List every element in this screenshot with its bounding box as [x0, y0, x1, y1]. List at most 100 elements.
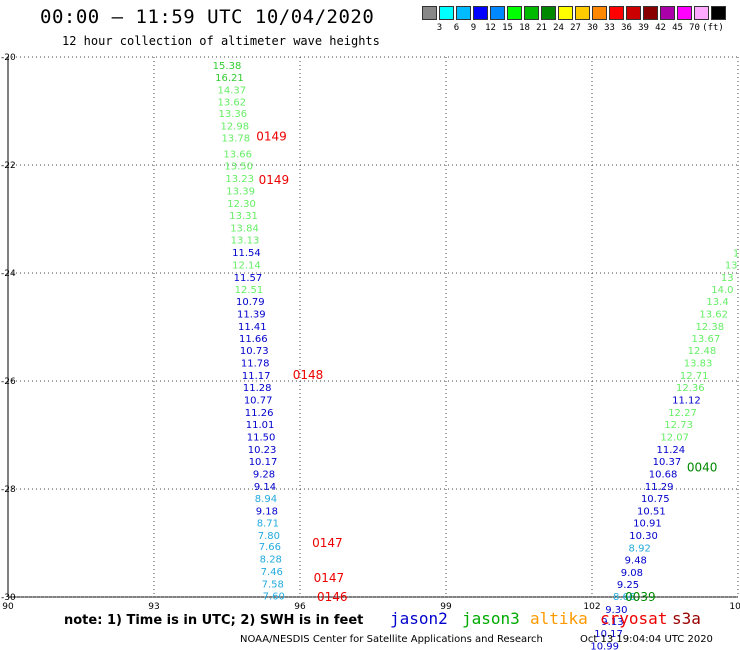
- scale-label: 18: [519, 23, 530, 33]
- wave-height-label: 9.14: [254, 482, 276, 493]
- pass-tag-label: 0147: [314, 571, 345, 585]
- wave-height-label: 11.12: [672, 395, 701, 406]
- wave-height-label: 13.50: [224, 162, 253, 173]
- wave-height-label: 11.78: [241, 359, 270, 370]
- wave-height-label: 8.92: [629, 543, 651, 554]
- satellite-jason2-label: jason2: [390, 609, 448, 628]
- scale-label: 3: [436, 23, 443, 33]
- wave-height-label: 13.84: [230, 224, 259, 235]
- wave-height-label: 15.38: [213, 61, 242, 72]
- wave-height-label: 7.66: [259, 542, 281, 553]
- wave-height-label: 13.36: [219, 109, 248, 120]
- x-tick-label: 102: [583, 602, 600, 612]
- wave-height-label: 11.50: [247, 433, 276, 444]
- scale-swatch: [643, 6, 658, 20]
- wave-height-label: 9.30: [605, 605, 627, 616]
- wave-height-label: 9.08: [621, 568, 643, 579]
- scale-swatch: [660, 6, 675, 20]
- scale-label: 21: [536, 23, 547, 33]
- wave-height-label: 16.21: [215, 73, 244, 84]
- scale-label: 36: [621, 23, 632, 33]
- wave-height-label: 13.66: [223, 150, 252, 161]
- pass-tag-label: 0149: [259, 173, 290, 187]
- page-subtitle: 12 hour collection of altimeter wave hei…: [62, 34, 380, 48]
- scale-swatch: [439, 6, 454, 20]
- scale-label: 42: [655, 23, 666, 33]
- wave-height-label: 12.38: [695, 322, 724, 333]
- wave-height-label: 1: [733, 248, 739, 259]
- y-tick-label: -28: [1, 485, 16, 495]
- wave-height-label: 13.62: [218, 97, 247, 108]
- wave-height-label: 7.60: [263, 591, 285, 602]
- x-tick-label: 105: [729, 602, 740, 612]
- wave-height-label: 13.67: [692, 334, 721, 345]
- scale-label: 24: [553, 23, 564, 33]
- y-tick-label: -20: [1, 53, 16, 63]
- scale-swatch: [422, 6, 437, 20]
- wave-height-label: 13.23: [225, 174, 254, 185]
- x-tick-label: 90: [2, 602, 14, 612]
- wave-height-label: 13.13: [231, 236, 260, 247]
- scale-label: 45: [672, 23, 683, 33]
- wave-height-label: 10.30: [629, 531, 658, 542]
- wave-height-label: 12.51: [235, 285, 264, 296]
- wave-height-label: 8.94: [255, 494, 277, 505]
- wave-height-label: 9.28: [253, 469, 275, 480]
- pass-tag-label: 0146: [317, 590, 348, 604]
- wave-height-label: 10.75: [641, 494, 670, 505]
- wave-height-label: 11.24: [657, 445, 686, 456]
- scale-swatch: [558, 6, 573, 20]
- scale-swatch: [507, 6, 522, 20]
- wave-height-label: 9.48: [625, 556, 647, 567]
- wave-height-label: 11.17: [242, 371, 271, 382]
- wave-height-label: 11.57: [234, 273, 263, 284]
- scale-swatch: [677, 6, 692, 20]
- x-tick-label: 99: [440, 602, 452, 612]
- scale-swatch: [473, 6, 488, 20]
- footer-org: NOAA/NESDIS Center for Satellite Applica…: [240, 634, 543, 645]
- scale-swatch: [694, 6, 709, 20]
- wave-height-label: 10.99: [590, 642, 619, 650]
- wave-height-label: 10.17: [249, 457, 278, 468]
- scale-swatch: [490, 6, 505, 20]
- satellite-cryosat-label: cryosat: [600, 609, 668, 628]
- wave-height-label: 12.27: [668, 408, 697, 419]
- wave-height-label: 7.80: [258, 531, 280, 542]
- wave-height-label: 10.17: [594, 629, 623, 640]
- scale-swatch: [524, 6, 539, 20]
- wave-height-label: 8.71: [257, 518, 279, 529]
- wave-height-label: 14.0: [711, 285, 733, 296]
- satellite-jason3-label: jason3: [462, 609, 520, 628]
- scale-swatch: [711, 6, 726, 20]
- scale-swatch: [626, 6, 641, 20]
- wave-height-label: 13.78: [221, 133, 250, 144]
- scale-label: 30: [587, 23, 598, 33]
- y-tick-label: -24: [1, 269, 16, 279]
- wave-height-label: 12.30: [227, 199, 256, 210]
- wave-height-label: 13: [721, 273, 734, 284]
- scale-label: 9: [470, 23, 477, 33]
- scale-label: 27: [570, 23, 581, 33]
- wave-height-label: 9.18: [256, 507, 278, 518]
- scale-label: 33: [604, 23, 615, 33]
- wave-height-label: 11.29: [645, 482, 674, 493]
- wave-height-label: 10.51: [637, 507, 666, 518]
- x-tick-label: 96: [294, 602, 306, 612]
- satellite-altika-label: altika: [530, 609, 588, 628]
- wave-height-label: 11.26: [245, 408, 274, 419]
- scale-label: 15: [502, 23, 513, 33]
- x-tick-label: 93: [148, 602, 159, 612]
- wave-height-label: 11.54: [232, 248, 261, 259]
- wave-height-label: 10.79: [236, 297, 265, 308]
- wave-height-label: 11.01: [246, 420, 275, 431]
- wave-height-label: 11.28: [243, 383, 272, 394]
- wave-height-label: 13: [725, 260, 738, 271]
- wave-height-label: 10.68: [649, 469, 678, 480]
- wave-height-label: 14.37: [218, 85, 247, 96]
- pass-tag-label: 0039: [625, 590, 656, 604]
- wave-height-label: 10.23: [248, 445, 277, 456]
- wave-height-label: 13.39: [226, 186, 255, 197]
- note-text: note: 1) Time is in UTC; 2) SWH is in fe…: [64, 613, 364, 628]
- y-tick-label: -30: [1, 593, 16, 603]
- wave-height-label: 13.83: [684, 359, 713, 370]
